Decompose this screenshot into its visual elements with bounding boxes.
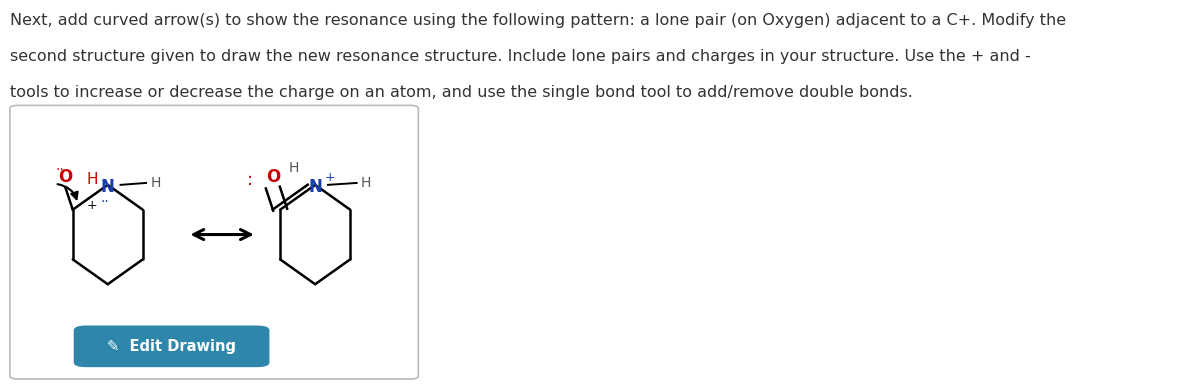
FancyBboxPatch shape: [10, 105, 419, 379]
Text: ··: ··: [55, 163, 65, 177]
Text: N: N: [308, 178, 322, 196]
Text: tools to increase or decrease the charge on an atom, and use the single bond too: tools to increase or decrease the charge…: [10, 85, 913, 100]
FancyBboxPatch shape: [73, 325, 270, 367]
Text: :: :: [246, 171, 252, 189]
Text: Next, add curved arrow(s) to show the resonance using the following pattern: a l: Next, add curved arrow(s) to show the re…: [10, 13, 1066, 28]
Text: H: H: [150, 176, 161, 190]
Text: ··: ··: [100, 195, 109, 209]
Text: H: H: [86, 172, 97, 187]
Text: N: N: [101, 178, 115, 196]
Text: O: O: [59, 168, 72, 186]
Text: O: O: [265, 168, 280, 186]
Text: +: +: [325, 171, 335, 184]
Text: second structure given to draw the new resonance structure. Include lone pairs a: second structure given to draw the new r…: [10, 49, 1031, 64]
Text: +: +: [86, 199, 97, 213]
Text: ✎  Edit Drawing: ✎ Edit Drawing: [107, 339, 236, 354]
Text: H: H: [289, 161, 299, 176]
Text: H: H: [361, 176, 372, 190]
